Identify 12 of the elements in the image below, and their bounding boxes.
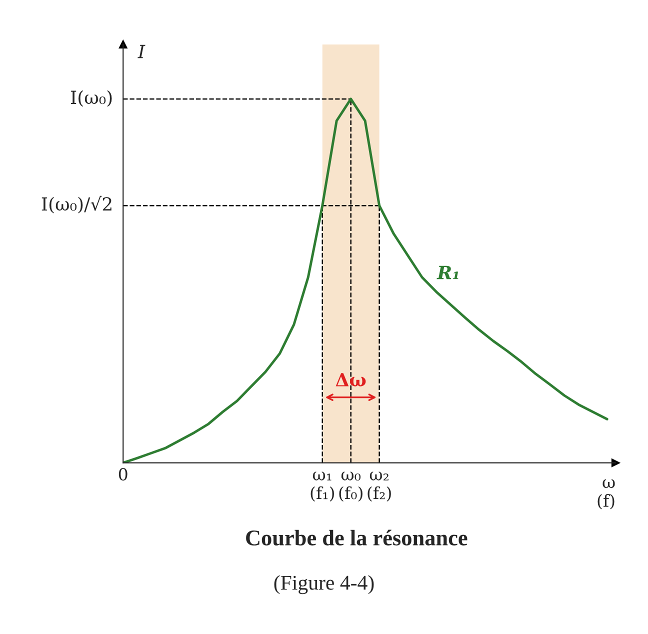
x-tick-label: ω₁ (f₁) <box>310 472 334 502</box>
x-tick-label: ω₀ (f₀) <box>339 472 362 502</box>
x-tick-label: 0 <box>118 468 128 481</box>
ref-line-label: I(ω₀)/√2 <box>42 196 112 214</box>
annotation: Δω <box>336 373 366 386</box>
y-axis-title: I <box>138 44 146 58</box>
x-tick-label: ω₂ (f₂) <box>368 472 391 502</box>
text: (Figure 4-4) <box>274 575 374 594</box>
x-axis-title: ω (f) <box>598 479 615 510</box>
ref-line-label: I(ω₀) <box>70 90 112 107</box>
text: Courbe de la résonance <box>246 530 468 546</box>
series-label: R₁ <box>436 266 458 280</box>
